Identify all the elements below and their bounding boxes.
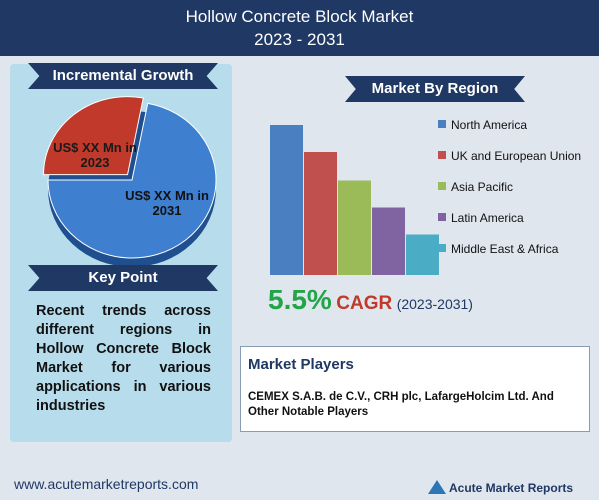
- key-point-text: Recent trends across different regions i…: [36, 303, 211, 414]
- bar-chart: North America UK and European Union Asia P…: [270, 118, 581, 275]
- legend-label: UK and European Union: [451, 149, 581, 163]
- cagr-label: CAGR: [336, 293, 393, 314]
- bar: [270, 125, 303, 275]
- header-title: Hollow Concrete Block Market: [185, 7, 414, 26]
- pie-slice: [43, 96, 144, 176]
- incremental-growth-banner: Incremental Growth: [28, 63, 218, 89]
- pie-chart: [43, 96, 217, 267]
- footer-logo-mark: [428, 480, 446, 494]
- pie-slice: [47, 102, 217, 259]
- legend-label: North America: [451, 118, 527, 132]
- legend-label: Middle East & Africa: [451, 242, 559, 256]
- legend-swatch: [438, 244, 446, 252]
- footer-logo: Acute Market Reports: [449, 481, 574, 495]
- cagr-value: 5.5%: [268, 284, 332, 315]
- bar: [406, 234, 439, 275]
- market-players-title: Market Players: [248, 356, 354, 373]
- bar: [338, 180, 371, 275]
- legend-swatch: [438, 151, 446, 159]
- pie-label: US$ XX Mn in 2023: [53, 140, 137, 170]
- key-point-banner: Key Point: [28, 265, 218, 291]
- header-bar: [0, 0, 599, 56]
- bar: [304, 152, 337, 275]
- header-subtitle: 2023 - 2031: [254, 30, 345, 49]
- legend-label: Latin America: [451, 211, 524, 225]
- market-players-text: CEMEX S.A.B. de C.V., CRH plc, LafargeHo…: [248, 391, 554, 418]
- legend-swatch: [438, 182, 446, 190]
- legend-swatch: [438, 120, 446, 128]
- cagr-line: 5.5% CAGR (2023-2031): [268, 284, 473, 316]
- legend-swatch: [438, 213, 446, 221]
- market-by-region-banner: Market By Region: [345, 76, 525, 102]
- legend-label: Asia Pacific: [451, 180, 513, 194]
- bar: [372, 207, 405, 275]
- pie-label: US$ XX Mn in 2031: [125, 188, 209, 218]
- footer-url[interactable]: www.acutemarketreports.com: [14, 476, 199, 492]
- cagr-period: (2023-2031): [396, 296, 473, 312]
- market-players-box: [240, 346, 590, 432]
